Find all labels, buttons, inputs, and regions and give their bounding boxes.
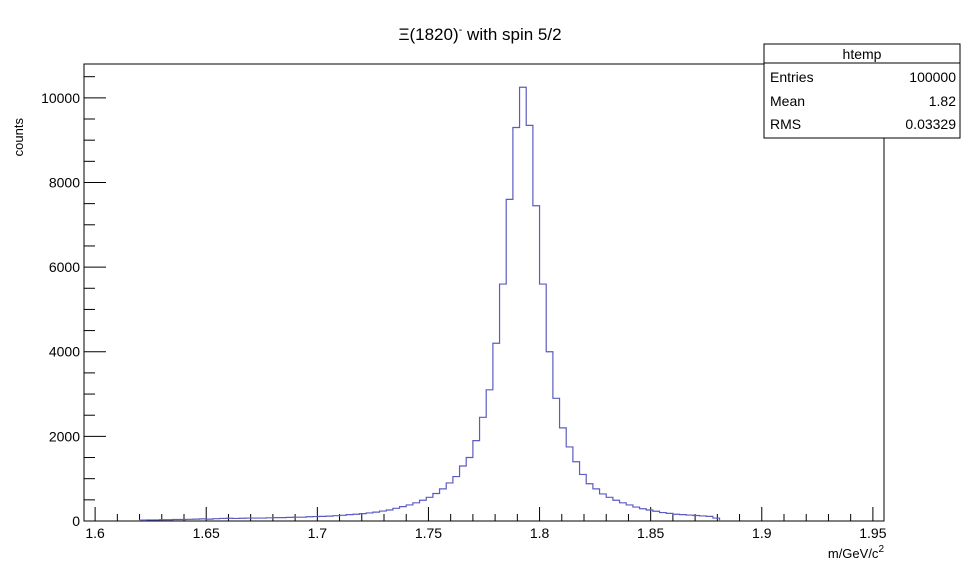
- y-tick-labels: 0 2000 4000 6000 8000 10000: [41, 90, 80, 529]
- x-tick-label: 1.7: [308, 525, 328, 541]
- y-tick-label: 10000: [41, 90, 80, 106]
- x-tick-label: 1.65: [193, 525, 220, 541]
- x-tick-label: 1.75: [415, 525, 442, 541]
- chart-title-suffix: with spin 5/2: [462, 25, 561, 44]
- y-tick-label: 6000: [49, 259, 80, 275]
- stats-mean-value: 1.82: [929, 93, 956, 109]
- stats-entries-value: 100000: [909, 69, 956, 85]
- chart-title: Ξ(1820)- with spin 5/2: [398, 24, 561, 44]
- stats-rms-value: 0.03329: [905, 116, 956, 132]
- stats-box-frame: [763, 43, 961, 139]
- x-axis-label-superscript: 2: [878, 544, 884, 555]
- histogram-line: [138, 86, 721, 521]
- axis-ticks: [84, 76, 874, 522]
- y-tick-label: 8000: [49, 174, 80, 190]
- plot-frame: [83, 63, 885, 522]
- chart-title-main: Ξ(1820): [398, 25, 458, 44]
- x-tick-label: 1.95: [859, 525, 886, 541]
- stats-entries-label: Entries: [770, 69, 814, 85]
- y-axis-label: counts: [11, 118, 26, 157]
- stats-box: htemp Entries 100000 Mean 1.82 RMS 0.033…: [763, 43, 961, 139]
- x-axis-label: m/GeV/c2: [828, 544, 885, 561]
- stats-box-title: htemp: [843, 46, 882, 62]
- x-axis-label-main: m/GeV/c: [828, 546, 879, 561]
- y-tick-label: 4000: [49, 344, 80, 360]
- x-tick-label: 1.9: [752, 525, 772, 541]
- y-tick-label: 2000: [49, 428, 80, 444]
- x-tick-label: 1.6: [85, 525, 105, 541]
- chart-title-superscript: -: [459, 24, 463, 36]
- stats-mean-label: Mean: [770, 93, 805, 109]
- x-tick-label: 1.8: [530, 525, 550, 541]
- y-tick-label: 0: [72, 513, 80, 529]
- stats-rms-label: RMS: [770, 116, 801, 132]
- x-tick-label: 1.85: [637, 525, 664, 541]
- x-tick-labels: 1.6 1.65 1.7 1.75 1.8 1.85 1.9 1.95: [85, 525, 886, 541]
